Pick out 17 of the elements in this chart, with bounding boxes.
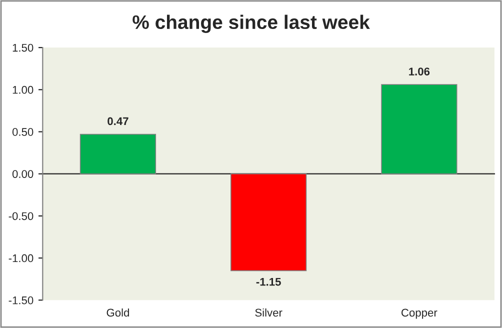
y-tick-label: -0.50 [8, 212, 34, 220]
y-tick-label: -1.50 [8, 296, 34, 304]
y-tick-label: 0.50 [12, 128, 34, 136]
data-label: 0.47 [108, 117, 128, 126]
y-tick-label: -1.00 [8, 254, 34, 262]
bar [80, 134, 156, 174]
data-label: -1.15 [256, 278, 281, 286]
bar [230, 173, 307, 272]
x-tick-label: Silver [255, 308, 282, 317]
y-tick-label: 1.50 [12, 44, 34, 52]
x-tick-label: Gold [106, 308, 129, 317]
data-label: 1.06 [409, 68, 430, 76]
chart-title: % change since last week [132, 14, 370, 33]
y-tick-label: 0.00 [12, 170, 34, 178]
bar [381, 84, 458, 174]
x-tick-label: Copper [402, 308, 438, 319]
y-tick-label: 1.00 [12, 86, 34, 94]
